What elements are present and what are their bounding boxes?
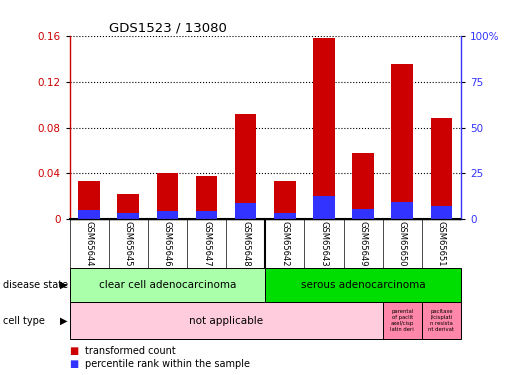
Bar [70,268,265,302]
Bar [431,118,452,219]
Bar [235,114,256,219]
Text: GSM65649: GSM65649 [358,221,368,266]
Bar [422,302,461,339]
Text: GSM65648: GSM65648 [241,221,250,267]
Text: cell type: cell type [3,316,44,326]
Text: GSM65643: GSM65643 [319,221,329,267]
Text: clear cell adenocarcinoma: clear cell adenocarcinoma [99,280,236,290]
Bar [274,213,296,219]
Bar [196,176,217,219]
Bar [391,202,413,219]
Text: parental
of paclit
axel/cisp
latin deri: parental of paclit axel/cisp latin deri [390,309,414,332]
Text: serous adenocarcinoma: serous adenocarcinoma [301,280,425,290]
Bar [313,196,335,219]
Bar [117,213,139,219]
Bar [265,268,461,302]
Bar [117,194,139,219]
Text: GSM65645: GSM65645 [124,221,133,266]
Text: ▶: ▶ [60,280,67,290]
Bar [274,182,296,219]
Bar [196,211,217,219]
Bar [70,302,383,339]
Text: pacltaxe
l/cisplati
n resista
nt derivat: pacltaxe l/cisplati n resista nt derivat [428,309,454,332]
Text: ■: ■ [70,359,79,369]
Text: not applicable: not applicable [189,316,263,326]
Bar [78,182,100,219]
Text: GSM65651: GSM65651 [437,221,446,266]
Text: ▶: ▶ [60,316,67,326]
Bar [157,211,178,219]
Bar [391,64,413,219]
Text: GSM65647: GSM65647 [202,221,211,267]
Bar [235,203,256,219]
Text: ■: ■ [70,346,79,355]
Text: percentile rank within the sample: percentile rank within the sample [85,359,250,369]
Bar [313,38,335,219]
Bar [383,302,422,339]
Text: GDS1523 / 13080: GDS1523 / 13080 [109,21,227,34]
Text: GSM65642: GSM65642 [280,221,289,266]
Text: GSM65650: GSM65650 [398,221,407,266]
Text: GSM65646: GSM65646 [163,221,172,267]
Bar [157,173,178,219]
Text: GSM65644: GSM65644 [84,221,94,266]
Text: disease state: disease state [3,280,67,290]
Bar [78,210,100,219]
Bar [431,206,452,219]
Bar [352,209,374,219]
Text: transformed count: transformed count [85,346,176,355]
Bar [352,153,374,219]
